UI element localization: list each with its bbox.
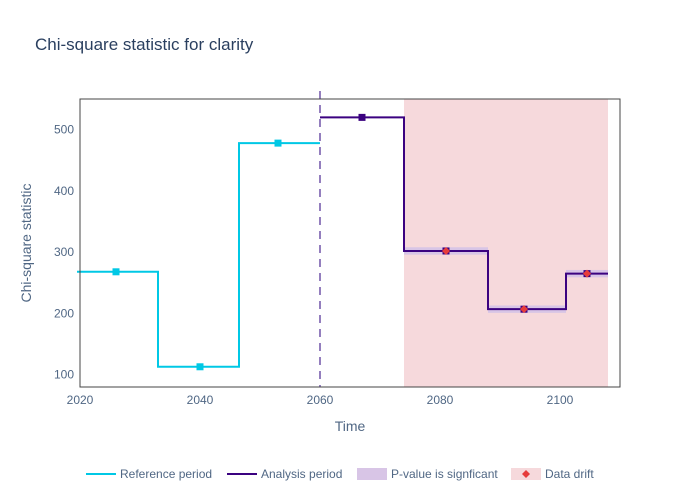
legend-item-0: Reference period [86, 467, 212, 481]
y-tick-label: 400 [54, 184, 74, 198]
drift-marker-1 [520, 305, 528, 314]
series-marker-0-2 [274, 139, 282, 147]
legend-label-3: Data drift [545, 467, 594, 481]
series-marker-0-0 [112, 268, 120, 276]
y-tick-label: 200 [54, 306, 74, 320]
chart-title: Chi-square statistic for clarity [35, 35, 254, 54]
legend-swatch-2 [357, 468, 387, 480]
x-tick-label: 2040 [187, 393, 214, 407]
y-tick-label: 100 [54, 368, 74, 382]
y-tick-label: 300 [54, 245, 74, 259]
legend-label-0: Reference period [120, 467, 212, 481]
x-tick-label: 2060 [307, 393, 334, 407]
series-line-reference [77, 142, 320, 368]
legend-label-2: P-value is signficant [391, 467, 498, 481]
drift-region [404, 99, 608, 387]
x-tick-label: 2100 [547, 393, 574, 407]
legend-label-1: Analysis period [261, 467, 342, 481]
drift-marker-2 [583, 269, 591, 278]
x-tick-label: 2080 [427, 393, 454, 407]
series-marker-1-0 [358, 113, 366, 121]
series-marker-0-1 [196, 363, 204, 371]
series-line-analysis [320, 116, 608, 311]
y-axis-title: Chi-square statistic [18, 183, 34, 302]
legend-item-1: Analysis period [227, 467, 342, 481]
x-tick-label: 2020 [67, 393, 94, 407]
drift-marker-0 [442, 246, 450, 255]
legend-drift-marker [522, 470, 530, 478]
y-tick-label: 500 [54, 123, 74, 137]
plot-frame [79, 98, 621, 388]
legend-item-3: Data drift [511, 467, 594, 481]
legend-item-2: P-value is signficant [357, 467, 498, 481]
x-axis-title: Time [335, 418, 366, 434]
legend: Reference period Analysis period P-value i… [86, 467, 594, 481]
